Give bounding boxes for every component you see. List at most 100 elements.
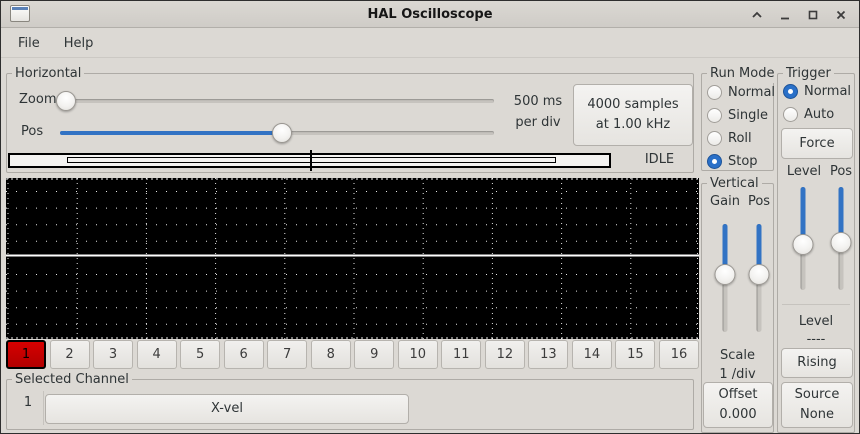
slider-handle[interactable] xyxy=(792,234,814,255)
vertical-gain-slider[interactable] xyxy=(714,224,736,332)
radio-selected-icon[interactable] xyxy=(783,84,798,99)
time-per-div-units: per div xyxy=(515,115,561,130)
divider xyxy=(782,304,850,305)
force-button[interactable]: Force xyxy=(781,128,853,159)
trigger-pos-slider-label: Pos xyxy=(829,164,853,179)
trigger-option-normal[interactable]: Normal xyxy=(783,80,854,103)
vertical-pos-slider-label: Pos xyxy=(747,194,771,209)
trigger-level-readout: Level ---- xyxy=(778,313,854,349)
window-icon xyxy=(10,5,30,22)
channel-button-14[interactable]: 14 xyxy=(571,340,612,369)
trigger-position-marker xyxy=(310,150,312,171)
maximize-icon[interactable] xyxy=(803,5,823,25)
radio-icon[interactable] xyxy=(707,131,722,146)
radio-icon[interactable] xyxy=(707,108,722,123)
trigger-level-readout-value: ---- xyxy=(806,332,826,347)
channel-button-13[interactable]: 13 xyxy=(528,340,569,369)
sample-rate-button[interactable]: 4000 samples at 1.00 kHz xyxy=(573,84,693,146)
offset-label: Offset xyxy=(718,387,758,402)
channel-button-row: 1 2 3 4 5 6 7 8 9 10 11 12 13 14 15 16 xyxy=(6,340,699,369)
horizontal-pos-slider[interactable] xyxy=(60,123,494,144)
channel-button-8[interactable]: 8 xyxy=(310,340,351,369)
radio-selected-icon[interactable] xyxy=(707,154,722,169)
radio-label: Single xyxy=(728,108,768,123)
trigger-option-auto[interactable]: Auto xyxy=(783,103,854,126)
channel-button-2[interactable]: 2 xyxy=(49,340,90,369)
zoom-slider-label: Zoom xyxy=(19,92,57,107)
channel-button-1[interactable]: 1 xyxy=(6,340,46,369)
run-mode-group-label: Run Mode xyxy=(707,64,778,83)
trigger-group-label: Trigger xyxy=(783,64,834,83)
vertical-pos-slider[interactable] xyxy=(748,224,770,332)
shade-icon[interactable] xyxy=(747,5,767,25)
menu-file[interactable]: File xyxy=(7,32,51,55)
trigger-group: Trigger Normal Auto Force Level Pos xyxy=(777,64,855,433)
channel-button-10[interactable]: 10 xyxy=(397,340,438,369)
selected-channel-group: Selected Channel 1 X-vel xyxy=(6,370,694,430)
radio-label: Normal xyxy=(728,85,776,100)
trigger-level-slider-label: Level xyxy=(786,164,822,179)
channel-button-11[interactable]: 11 xyxy=(441,340,482,369)
selected-channel-label: Selected Channel xyxy=(12,370,132,389)
slider-handle[interactable] xyxy=(830,232,852,253)
scale-readout: Scale 1 /div xyxy=(702,346,773,384)
slider-handle[interactable] xyxy=(56,91,76,111)
channel-button-4[interactable]: 4 xyxy=(136,340,177,369)
scope-grid xyxy=(6,178,699,339)
channel-button-5[interactable]: 5 xyxy=(180,340,221,369)
horizontal-group: Horizontal Zoom Pos 500 ms per div 4000 … xyxy=(6,64,694,173)
horizontal-zoom-slider[interactable] xyxy=(56,91,494,112)
window-controls xyxy=(747,1,851,28)
divider xyxy=(43,391,44,425)
menu-help[interactable]: Help xyxy=(53,32,105,55)
titlebar: HAL Oscilloscope xyxy=(1,1,859,28)
channel-button-7[interactable]: 7 xyxy=(267,340,308,369)
gain-slider-label: Gain xyxy=(710,194,740,209)
channel-source-button[interactable]: X-vel xyxy=(45,394,409,424)
channel-button-3[interactable]: 3 xyxy=(93,340,134,369)
minimize-icon[interactable] xyxy=(775,5,795,25)
vertical-group: Vertical Gain Pos Scale 1 /div Offset 0.… xyxy=(701,174,774,433)
run-mode-option-normal[interactable]: Normal xyxy=(707,81,776,104)
time-per-div-value: 500 ms xyxy=(513,94,563,109)
window-title: HAL Oscilloscope xyxy=(367,7,493,22)
slider-handle[interactable] xyxy=(272,123,292,143)
pos-slider-label: Pos xyxy=(21,124,44,139)
radio-icon[interactable] xyxy=(707,85,722,100)
channel-button-16[interactable]: 16 xyxy=(658,340,699,369)
trigger-pos-slider[interactable] xyxy=(830,187,852,290)
slider-handle[interactable] xyxy=(748,264,770,285)
radio-label: Stop xyxy=(728,154,758,169)
scale-label: Scale xyxy=(720,348,755,363)
trigger-level-slider[interactable] xyxy=(792,187,814,290)
offset-value: 0.000 xyxy=(719,407,757,422)
time-per-div-label: 500 ms per div xyxy=(503,91,573,133)
trigger-source-value: None xyxy=(800,407,834,422)
slider-fill xyxy=(60,131,282,135)
radio-label: Normal xyxy=(804,84,852,99)
channel-button-6[interactable]: 6 xyxy=(223,340,264,369)
slider-track[interactable] xyxy=(56,99,494,103)
trigger-edge-button[interactable]: Rising xyxy=(781,348,853,378)
scale-value: 1 /div xyxy=(719,367,756,382)
scope-display xyxy=(6,178,699,339)
slider-handle[interactable] xyxy=(714,264,736,285)
close-icon[interactable] xyxy=(831,5,851,25)
record-progress-bar xyxy=(8,150,611,171)
trigger-source-button[interactable]: Source None xyxy=(781,382,853,428)
horizontal-group-label: Horizontal xyxy=(12,64,85,83)
radio-icon[interactable] xyxy=(783,107,798,122)
run-mode-option-stop[interactable]: Stop xyxy=(707,150,773,173)
selected-channel-number: 1 xyxy=(23,395,33,410)
channel-button-15[interactable]: 15 xyxy=(615,340,656,369)
radio-label: Roll xyxy=(728,131,752,146)
offset-button[interactable]: Offset 0.000 xyxy=(703,382,773,428)
run-mode-option-roll[interactable]: Roll xyxy=(707,127,773,150)
slider-fill xyxy=(800,187,806,245)
vertical-group-label: Vertical xyxy=(707,174,762,193)
run-mode-option-single[interactable]: Single xyxy=(707,104,773,127)
channel-button-9[interactable]: 9 xyxy=(354,340,395,369)
sample-count-text: 4000 samples xyxy=(587,97,679,112)
channel-button-12[interactable]: 12 xyxy=(484,340,525,369)
